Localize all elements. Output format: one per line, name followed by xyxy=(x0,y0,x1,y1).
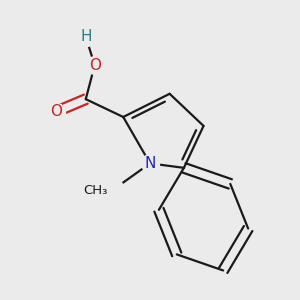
Text: O: O xyxy=(50,104,62,119)
Text: CH₃: CH₃ xyxy=(84,184,108,197)
Text: N: N xyxy=(144,156,156,171)
Text: O: O xyxy=(89,58,101,73)
Text: H: H xyxy=(80,29,92,44)
